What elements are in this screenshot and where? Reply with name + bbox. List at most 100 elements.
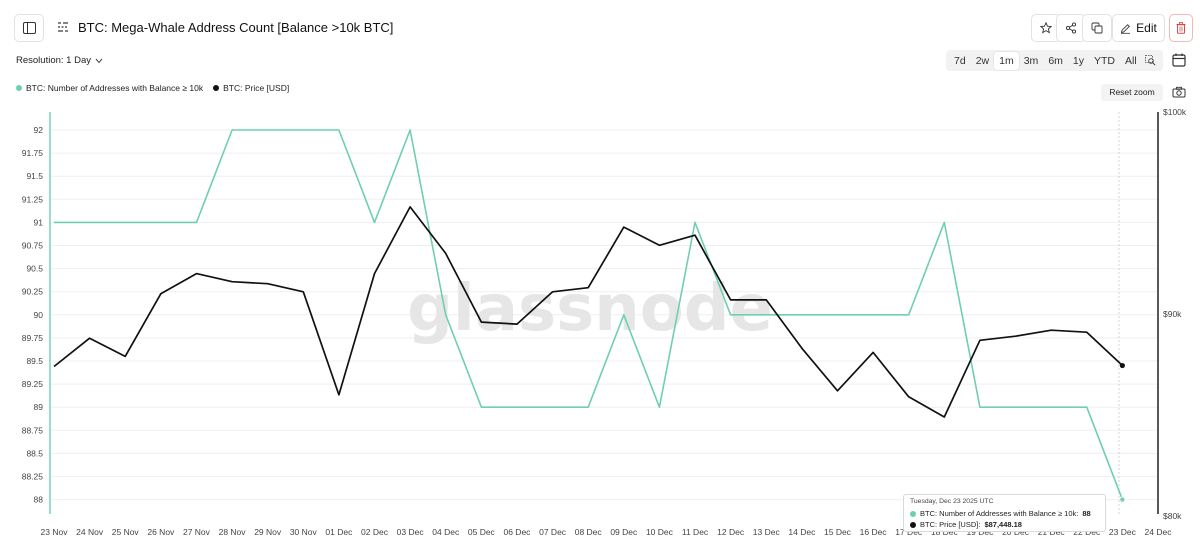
- tooltip-value-whale: 88: [1082, 509, 1091, 518]
- data-point-whale: [836, 314, 838, 316]
- edit-button[interactable]: Edit: [1112, 14, 1165, 42]
- range-7d[interactable]: 7d: [954, 54, 966, 67]
- right-axis: $80k $90k $100k: [1163, 107, 1187, 521]
- data-point-whale: [765, 314, 767, 316]
- data-point-price: [480, 321, 482, 323]
- zoom-select-button[interactable]: [1142, 52, 1160, 70]
- x-axis: 23 Nov 24 Nov 25 Nov 26 Nov 27 Nov 28 Nov 29 N…: [41, 527, 1173, 537]
- data-point-whale: [231, 129, 233, 131]
- right-tick-label: $80k: [1163, 511, 1182, 521]
- x-tick-label: 04 Dec: [432, 527, 460, 537]
- data-point-price: [266, 283, 268, 285]
- left-tick-label: 88.75: [22, 425, 44, 435]
- left-tick-label: 89.25: [22, 379, 44, 389]
- data-point-price: [551, 291, 553, 293]
- data-point-price: [801, 347, 803, 349]
- tooltip-swatch-whale: [910, 510, 916, 517]
- data-point-price: [516, 323, 518, 325]
- resolution-label: Resolution: 1 Day: [16, 55, 91, 66]
- left-tick-label: 92: [34, 125, 44, 135]
- tooltip-row-price: BTC: Price [USD]: $87,448.18: [910, 519, 1099, 530]
- data-point-price: [1014, 335, 1016, 337]
- x-tick-label: 25 Nov: [112, 527, 140, 537]
- data-point-whale: [266, 129, 268, 131]
- data-point-price: [124, 355, 126, 357]
- right-tick-label: $90k: [1163, 309, 1182, 319]
- data-point-whale: [872, 314, 874, 316]
- x-tick-label: 14 Dec: [788, 527, 816, 537]
- reset-zoom-button[interactable]: Reset zoom: [1101, 84, 1163, 101]
- x-tick-label: 16 Dec: [860, 527, 888, 537]
- x-tick-label: 08 Dec: [575, 527, 603, 537]
- data-point-whale: [587, 406, 589, 408]
- data-point-whale: [1086, 406, 1088, 408]
- x-tick-label: 07 Dec: [539, 527, 567, 537]
- x-tick-label: 22 Dec: [1073, 527, 1101, 537]
- range-1y[interactable]: 1y: [1072, 54, 1084, 67]
- range-ytd[interactable]: YTD: [1094, 54, 1115, 67]
- tooltip-row-whale: BTC: Number of Addresses with Balance ≥ …: [910, 508, 1099, 519]
- chart-legend: BTC: Number of Addresses with Balance ≥ …: [16, 83, 289, 93]
- data-point-whale: [516, 406, 518, 408]
- data-point-whale: [53, 221, 55, 223]
- duplicate-button[interactable]: [1082, 14, 1112, 42]
- legend-label-price: BTC: Price [USD]: [223, 83, 290, 93]
- metric-settings-icon[interactable]: [56, 20, 70, 34]
- trash-icon: [1176, 22, 1186, 34]
- legend-item-whale-count[interactable]: BTC: Number of Addresses with Balance ≥ …: [16, 83, 203, 93]
- share-icon: [1065, 22, 1077, 34]
- series-line-whale-count: [54, 129, 1124, 500]
- sidebar-toggle-button[interactable]: [14, 14, 44, 42]
- x-tick-label: 05 Dec: [468, 527, 496, 537]
- data-point-whale: [124, 221, 126, 223]
- left-tick-label: 89: [34, 402, 44, 412]
- data-point-price: [160, 293, 162, 295]
- left-tick-label: 88.25: [22, 472, 44, 482]
- calendar-icon[interactable]: [1171, 52, 1187, 68]
- data-point-whale: [373, 221, 375, 223]
- range-2w[interactable]: 2w: [975, 54, 990, 67]
- x-tick-label: 03 Dec: [397, 527, 425, 537]
- x-tick-label: 19 Dec: [966, 527, 994, 537]
- data-point-whale: [1014, 406, 1016, 408]
- range-6m[interactable]: 6m: [1048, 54, 1063, 67]
- resolution-dropdown[interactable]: Resolution: 1 Day: [16, 55, 103, 66]
- data-point-whale: [1119, 496, 1126, 503]
- data-point-whale: [195, 221, 197, 223]
- data-point-whale: [480, 406, 482, 408]
- range-all[interactable]: All: [1125, 54, 1137, 67]
- x-tick-label: 24 Nov: [76, 527, 104, 537]
- data-point-whale: [658, 406, 660, 408]
- range-3m[interactable]: 3m: [1023, 54, 1039, 67]
- left-tick-label: 91.75: [22, 148, 44, 158]
- left-tick-label: 90.75: [22, 241, 44, 251]
- left-tick-label: 88.5: [26, 448, 43, 458]
- data-point-price: [623, 226, 625, 228]
- line-chart[interactable]: glassnode 8888.2588.588.758989.2589.589.…: [0, 100, 1200, 553]
- edit-button-label: Edit: [1136, 21, 1157, 35]
- camera-icon[interactable]: [1172, 85, 1186, 99]
- x-tick-label: 15 Dec: [824, 527, 852, 537]
- data-point-whale: [338, 129, 340, 131]
- right-tick-label: $100k: [1163, 107, 1187, 117]
- data-point-whale: [943, 221, 945, 223]
- copy-icon: [1091, 22, 1103, 34]
- data-point-price: [908, 396, 910, 398]
- legend-label-whale: BTC: Number of Addresses with Balance ≥ …: [26, 83, 204, 93]
- data-point-whale: [445, 314, 447, 316]
- legend-item-price[interactable]: BTC: Price [USD]: [213, 83, 289, 93]
- delete-button[interactable]: [1169, 14, 1193, 42]
- left-tick-label: 90: [34, 310, 44, 320]
- data-point-whale: [551, 406, 553, 408]
- data-point-price: [231, 280, 233, 282]
- chevron-down-icon: [95, 58, 103, 63]
- left-tick-label: 88: [34, 495, 44, 505]
- tooltip-value-price: $87,448.18: [984, 520, 1022, 529]
- x-tick-label: 18 Dec: [931, 527, 959, 537]
- data-point-price: [53, 365, 55, 367]
- x-tick-label: 20 Dec: [1002, 527, 1030, 537]
- range-1m[interactable]: 1m: [994, 51, 1019, 70]
- data-point-price: [195, 272, 197, 274]
- data-point-price: [979, 339, 981, 341]
- x-tick-label: 21 Dec: [1038, 527, 1066, 537]
